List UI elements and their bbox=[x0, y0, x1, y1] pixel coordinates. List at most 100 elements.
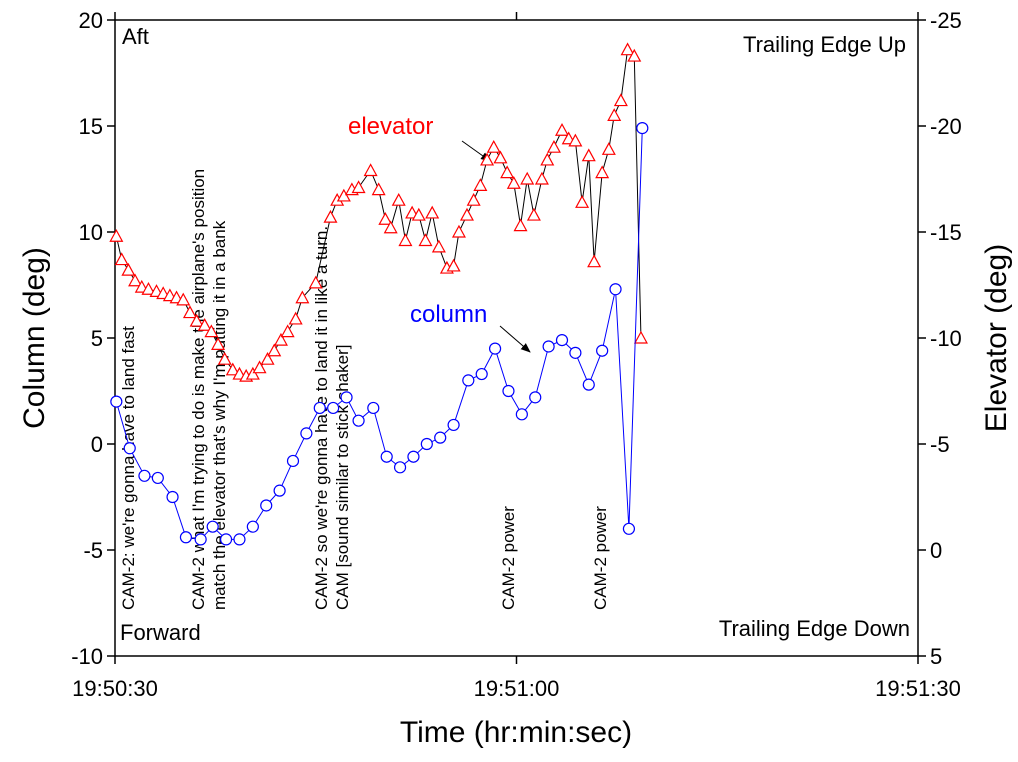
series-line bbox=[115, 128, 643, 540]
data-point bbox=[225, 362, 240, 376]
annotation: CAM [sound similar to stick shaker] bbox=[333, 345, 352, 610]
data-point bbox=[420, 437, 433, 451]
data-point bbox=[141, 281, 156, 295]
data-point bbox=[431, 239, 446, 253]
data-point bbox=[280, 324, 295, 338]
data-point bbox=[176, 292, 191, 306]
y-tick-label: 10 bbox=[79, 220, 103, 245]
data-point bbox=[206, 520, 219, 533]
y-tick-label: -5 bbox=[83, 538, 103, 563]
data-point bbox=[540, 152, 555, 166]
label-arrow bbox=[499, 325, 531, 353]
data-point bbox=[327, 401, 340, 415]
annotation: CAM-2: we're gonna have to land fast bbox=[119, 326, 138, 610]
data-point bbox=[211, 337, 226, 350]
data-point bbox=[486, 139, 501, 153]
data-point bbox=[114, 252, 129, 266]
data-point bbox=[488, 342, 502, 355]
data-point bbox=[466, 192, 481, 206]
x-tick-label: 19:51:30 bbox=[875, 676, 961, 701]
data-point bbox=[340, 391, 353, 404]
annotation: CAM-2 power bbox=[499, 506, 518, 610]
data-point bbox=[367, 401, 380, 415]
data-point bbox=[189, 313, 204, 327]
data-point bbox=[459, 207, 474, 221]
data-point bbox=[554, 122, 570, 136]
data-point bbox=[194, 533, 207, 546]
y-tick-label: 5 bbox=[91, 326, 103, 351]
data-point bbox=[636, 122, 649, 135]
data-point bbox=[595, 165, 610, 179]
data-point bbox=[633, 330, 648, 344]
data-point bbox=[252, 360, 267, 374]
data-point bbox=[534, 171, 549, 185]
y-tick-label: -10 bbox=[71, 644, 103, 669]
y2-tick-label: 0 bbox=[930, 538, 942, 563]
data-point bbox=[407, 450, 420, 463]
data-point bbox=[300, 427, 313, 440]
data-point bbox=[607, 108, 622, 122]
data-point bbox=[273, 484, 286, 497]
x-tick-label: 19:50:30 bbox=[72, 676, 158, 701]
data-point bbox=[219, 533, 233, 546]
corner-label: Trailing Edge Down bbox=[719, 616, 910, 641]
data-point bbox=[529, 391, 542, 404]
data-point bbox=[520, 171, 535, 185]
data-point bbox=[123, 442, 136, 455]
data-point bbox=[267, 343, 282, 357]
data-point bbox=[546, 139, 561, 153]
data-point bbox=[288, 311, 303, 325]
corner-label: Forward bbox=[120, 620, 201, 645]
data-point bbox=[109, 228, 124, 242]
data-point bbox=[179, 531, 193, 544]
data-point bbox=[204, 324, 219, 338]
data-point bbox=[506, 175, 521, 189]
data-point bbox=[627, 48, 642, 62]
data-point bbox=[462, 374, 475, 387]
data-point bbox=[273, 332, 288, 346]
data-point bbox=[233, 533, 246, 546]
y2-tick-label: -20 bbox=[930, 114, 962, 139]
data-point bbox=[475, 367, 488, 381]
data-point bbox=[587, 254, 602, 268]
data-point bbox=[569, 346, 582, 359]
data-point bbox=[391, 192, 406, 206]
data-point bbox=[555, 334, 569, 347]
data-point bbox=[398, 233, 413, 247]
y2-tick-label: -5 bbox=[930, 432, 950, 457]
data-point bbox=[446, 258, 461, 272]
data-point bbox=[526, 207, 541, 221]
x-axis-title: Time (hr:min:sec) bbox=[400, 716, 632, 749]
data-point bbox=[582, 378, 595, 391]
data-point bbox=[380, 450, 393, 463]
data-point bbox=[434, 431, 447, 444]
data-point bbox=[568, 133, 583, 147]
data-point bbox=[313, 401, 326, 415]
data-point bbox=[418, 233, 433, 247]
data-point bbox=[383, 220, 398, 234]
data-point bbox=[128, 273, 143, 287]
data-point bbox=[493, 150, 508, 164]
y2-axis-title: Elevator (deg) bbox=[980, 244, 1013, 432]
data-point bbox=[575, 195, 590, 208]
data-point bbox=[260, 351, 275, 365]
annotation: CAM-2 so we're gonna have to land it in … bbox=[312, 226, 331, 610]
data-point bbox=[622, 522, 636, 535]
data-point bbox=[351, 180, 366, 194]
series-label: elevator bbox=[348, 113, 433, 140]
data-point bbox=[515, 408, 528, 421]
data-point bbox=[217, 351, 232, 365]
corner-label: Aft bbox=[122, 24, 149, 49]
data-point bbox=[295, 290, 310, 304]
y-axis-title: Column (deg) bbox=[18, 247, 51, 429]
data-point bbox=[502, 384, 515, 398]
data-point bbox=[151, 471, 164, 485]
data-point bbox=[166, 490, 179, 504]
data-point bbox=[451, 224, 466, 238]
x-tick-label: 19:51:00 bbox=[474, 676, 560, 701]
data-point bbox=[500, 165, 515, 179]
y-tick-label: 20 bbox=[79, 8, 103, 33]
data-point bbox=[601, 142, 616, 155]
annotation: CAM-2 power bbox=[591, 506, 610, 610]
